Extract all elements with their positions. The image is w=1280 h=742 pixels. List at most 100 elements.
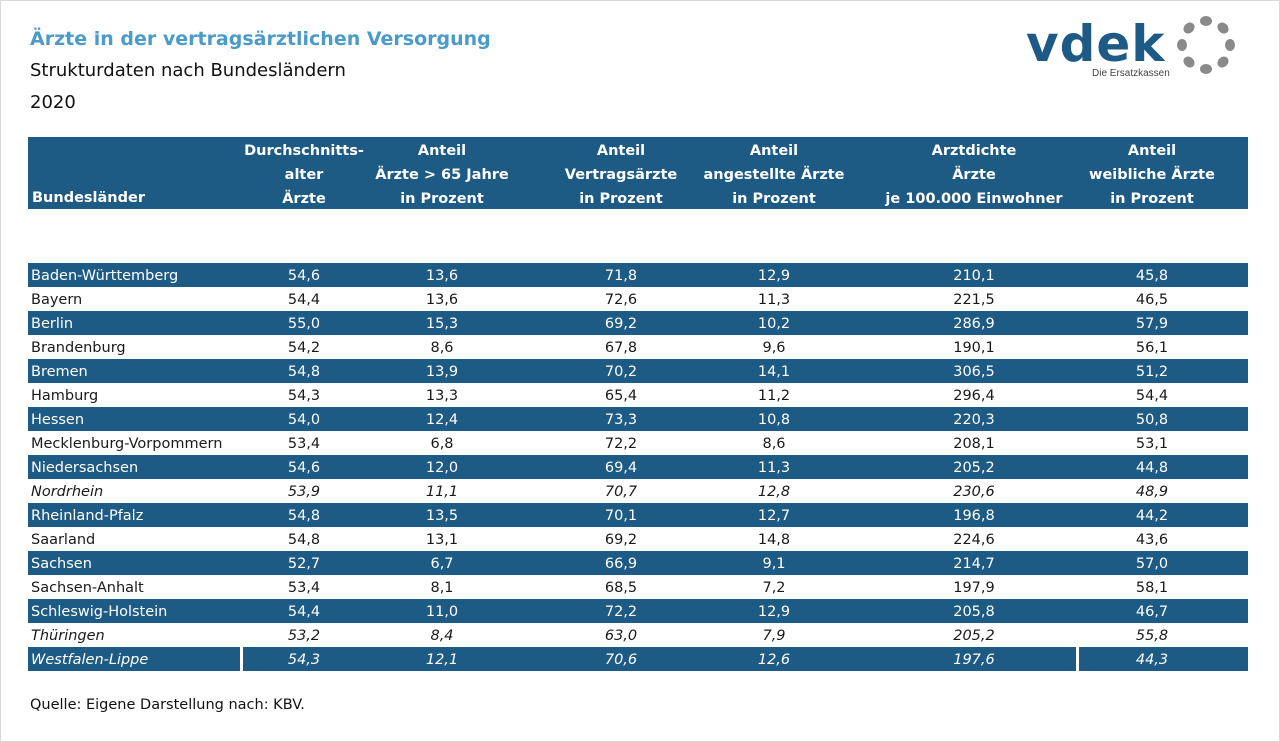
row-value: 205,8 [953,604,995,620]
row-value: 12,1 [425,652,459,668]
row-value: 6,8 [430,436,454,452]
row-value: 13,3 [425,388,459,404]
table-row: Sachsen 52,7 6,7 66,9 9,1 214,7 57,0 [28,551,1248,575]
logo-ring-icon [1177,16,1235,74]
logo-ring-dot [1177,39,1187,51]
table-body: Baden-Württemberg 54,6 13,6 71,8 12,9 210,1 45… [28,263,1248,671]
row-value: 54,6 [287,460,321,476]
row-value: 7,2 [762,580,786,596]
table-spacer [28,209,1248,263]
row-value: 43,6 [1135,532,1169,548]
table-row: Hessen 54,0 12,4 73,3 10,8 220,3 50,8 [28,407,1248,431]
row-value: 11,3 [757,460,791,476]
header-line: Ärzte > 65 Jahre [375,167,509,183]
header-column: Arztdichte Ärzte je 100.000 Einwohner [874,139,1074,211]
row-value: 197,6 [953,652,995,668]
vdek-logo: vdek Die Ersatzkassen [1026,14,1248,86]
row-value: 7,9 [762,628,786,644]
header-line: in Prozent [1110,191,1194,207]
row-value: 286,9 [953,316,995,332]
row-bundesland: Bayern [31,292,83,308]
header-line: in Prozent [732,191,816,207]
row-value: 72,2 [604,604,638,620]
row-bundesland: Sachsen [31,556,92,572]
row-value: 44,3 [1135,652,1169,668]
row-bundesland: Saarland [31,532,96,548]
row-value: 220,3 [953,412,995,428]
header-line: in Prozent [579,191,663,207]
row-value: 65,4 [604,388,638,404]
header-line: Arztdichte [931,143,1017,159]
header-line: Anteil [749,143,799,159]
header-column: Durchschnitts-alter Ärzte [224,139,384,211]
row-value: 196,8 [953,508,995,524]
logo-ring-dot [1217,56,1229,68]
row-bundesland: Sachsen-Anhalt [31,580,144,596]
row-bundesland: Westfalen-Lippe [31,652,149,668]
row-value: 12,7 [757,508,791,524]
row-value: 8,4 [430,628,454,644]
logo-wordmark: vdek [1026,15,1166,73]
table-row: Brandenburg 54,2 8,6 67,8 9,6 190,1 56,1 [28,335,1248,359]
logo-ring-dot [1217,22,1229,34]
row-value: 210,1 [953,268,995,284]
row-value: 70,6 [604,652,638,668]
header-column: Anteil weibliche Ärzte in Prozent [1072,139,1232,211]
row-value: 12,9 [757,604,791,620]
logo-tagline: Die Ersatzkassen [1092,68,1170,79]
header-line: alter [284,167,324,183]
header-line: Anteil [1127,143,1177,159]
table-row: Hamburg 54,3 13,3 65,4 11,2 296,4 54,4 [28,383,1248,407]
row-value: 72,2 [604,436,638,452]
data-table: Bundesländer Durchschnitts-alter Ärzte Ant… [28,137,1248,671]
row-value: 12,6 [757,652,791,668]
row-value: 66,9 [604,556,638,572]
row-value: 54,2 [287,340,321,356]
row-value: 53,4 [287,436,321,452]
table-header: Bundesländer Durchschnitts-alter Ärzte Ant… [28,137,1248,209]
logo-ring-dot [1183,22,1195,34]
header-line: Anteil [417,143,467,159]
row-value: 54,6 [287,268,321,284]
row-value: 8,6 [762,436,786,452]
row-value: 14,1 [757,364,791,380]
row-value: 44,2 [1135,508,1169,524]
row-value: 69,2 [604,532,638,548]
page-subtitle: Strukturdaten nach Bundesländern [30,60,346,81]
row-value: 70,7 [604,484,638,500]
header-line: Anteil [596,143,646,159]
row-value: 53,1 [1135,436,1169,452]
row-value: 53,2 [287,628,321,644]
row-value: 230,6 [953,484,995,500]
header-bundeslaender: Bundesländer [32,190,145,206]
table-row: Saarland 54,8 13,1 69,2 14,8 224,6 43,6 [28,527,1248,551]
logo-ring-dot [1225,39,1235,51]
source-note: Quelle: Eigene Darstellung nach: KBV. [30,697,305,713]
row-value: 54,4 [287,604,321,620]
row-value: 46,5 [1135,292,1169,308]
table-row: Schleswig-Holstein 54,4 11,0 72,2 12,9 205,8 4… [28,599,1248,623]
row-value: 53,4 [287,580,321,596]
page-title: Ärzte in der vertragsärztlichen Versorgu… [30,28,491,50]
header-column: Anteil angestellte Ärzte in Prozent [684,139,864,211]
row-value: 57,0 [1135,556,1169,572]
table-row: Sachsen-Anhalt 53,4 8,1 68,5 7,2 197,9 58,1 [28,575,1248,599]
row-value: 12,9 [757,268,791,284]
header-line: Ärzte [952,167,996,183]
table-row: Niedersachsen 54,6 12,0 69,4 11,3 205,2 44,8 [28,455,1248,479]
row-value: 54,8 [287,532,321,548]
row-value: 8,1 [430,580,454,596]
row-value: 10,2 [757,316,791,332]
row-value: 73,3 [604,412,638,428]
table-row: Baden-Württemberg 54,6 13,6 71,8 12,9 210,1 45… [28,263,1248,287]
row-value: 11,2 [757,388,791,404]
row-value: 221,5 [953,292,995,308]
table-row: Bayern 54,4 13,6 72,6 11,3 221,5 46,5 [28,287,1248,311]
row-value: 44,8 [1135,460,1169,476]
header-line: Ärzte [282,191,326,207]
row-value: 54,3 [287,388,321,404]
row-value: 51,2 [1135,364,1169,380]
header-column: Anteil Ärzte > 65 Jahre in Prozent [352,139,532,211]
logo-ring-dot [1200,16,1212,26]
table-row: Bremen 54,8 13,9 70,2 14,1 306,5 51,2 [28,359,1248,383]
